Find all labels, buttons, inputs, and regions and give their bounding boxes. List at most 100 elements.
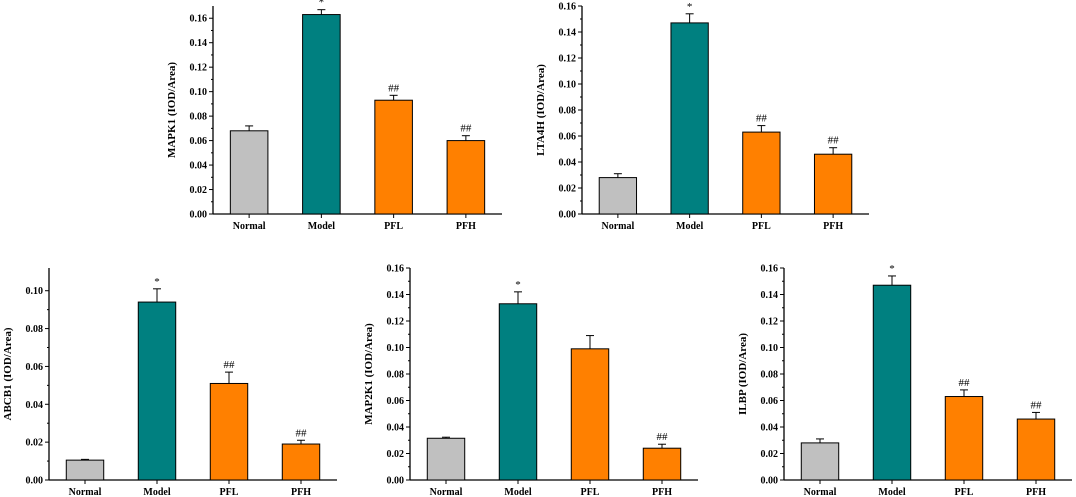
y-axis-label: LTA4H (IOD/Area) [535, 64, 547, 156]
x-tick-label: Model [878, 487, 905, 497]
bar-model [302, 14, 341, 215]
significance-label: * [687, 1, 693, 13]
y-tick-label: 0.08 [761, 370, 779, 381]
x-tick-label: Model [143, 487, 170, 497]
x-tick-label: PFH [291, 487, 311, 497]
bar-pfh [1016, 418, 1056, 481]
significance-label: ## [296, 427, 308, 439]
y-tick-label: 0.08 [387, 370, 405, 381]
y-tick-label: 0.12 [761, 317, 779, 328]
bar-pfl [374, 99, 413, 215]
bar-normal [65, 459, 105, 481]
x-tick-label: Normal [601, 221, 634, 232]
significance-label: * [319, 0, 325, 9]
bar-pfh [813, 153, 853, 215]
y-tick-label: 0.00 [387, 476, 405, 487]
y-tick-label: 0.12 [559, 54, 577, 65]
x-tick-label: PFL [955, 487, 974, 497]
y-tick-label: 0.10 [26, 286, 44, 297]
significance-label: ## [1031, 399, 1043, 411]
significance-label: ## [224, 359, 236, 371]
x-tick-label: Normal [430, 487, 463, 497]
y-tick-label: 0.00 [190, 210, 208, 221]
y-axis-label: MAP2K1 (IOD/Area) [363, 323, 375, 425]
x-tick-label: Normal [804, 487, 837, 497]
bar-pfl [570, 348, 610, 481]
y-tick-label: 0.02 [26, 438, 44, 449]
x-tick-label: Model [676, 221, 703, 232]
y-tick-label: 0.06 [559, 132, 577, 143]
chart-abcb1: 0.00 0.02 0.04 0.06 0.08 0.10 ABCB1 (IOD/Area)… [2, 268, 337, 497]
y-tick-label: 0.16 [190, 14, 208, 25]
y-tick-label: 0.14 [190, 38, 208, 49]
y-tick-label: 0.10 [559, 80, 577, 91]
y-tick-label: 0.08 [190, 112, 208, 123]
chart-ilbp: 0.00 0.02 0.04 0.06 0.08 0.10 0.12 0.14 0.16 ILBP… [737, 263, 1072, 497]
significance-label: ## [460, 123, 472, 135]
y-tick-label: 0.02 [190, 185, 208, 196]
bar-model [498, 303, 538, 481]
y-tick-label: 0.16 [761, 264, 779, 275]
chart-mapk1: 0.00 0.02 0.04 0.06 0.08 0.10 0.12 0.14 0.16 MAPK… [166, 0, 502, 232]
y-tick-label: 0.16 [559, 2, 577, 13]
bar-normal [800, 442, 840, 481]
y-tick-label: 0.02 [559, 184, 577, 195]
x-tick-label: PFH [652, 487, 672, 497]
y-axis-label: ABCB1 (IOD/Area) [2, 327, 14, 420]
y-axis-label: ILBP (IOD/Area) [737, 333, 749, 415]
y-tick-label: 0.06 [761, 396, 779, 407]
significance-label: ## [756, 113, 768, 125]
y-tick-label: 0.04 [26, 400, 44, 411]
bar-normal [426, 437, 466, 481]
y-tick-label: 0.08 [26, 324, 44, 335]
bar-model [872, 284, 912, 481]
y-tick-label: 0.04 [559, 158, 577, 169]
y-tick-label: 0.12 [190, 63, 208, 74]
y-tick-label: 0.04 [190, 161, 208, 172]
y-axis-label: MAPK1 (IOD/Area) [166, 62, 178, 158]
bar-pfl [742, 131, 781, 215]
significance-label: ## [657, 431, 669, 443]
y-tick-label: 0.02 [761, 449, 779, 460]
y-tick-label: 0.06 [26, 362, 44, 373]
chart-map2k1: 0.00 0.02 0.04 0.06 0.08 0.10 0.12 0.14 0.16 MAP2… [363, 264, 698, 497]
x-tick-label: Model [504, 487, 531, 497]
bar-normal [229, 130, 269, 215]
y-tick-label: 0.06 [387, 396, 405, 407]
x-tick-label: PFH [823, 221, 843, 232]
bar-normal [598, 177, 638, 215]
x-tick-label: PFL [220, 487, 239, 497]
x-tick-label: Model [308, 221, 335, 232]
x-tick-label: PFL [581, 487, 600, 497]
chart-lta4h: 0.00 0.02 0.04 0.06 0.08 0.10 0.12 0.14 0.16 LTA4… [535, 1, 869, 232]
y-tick-label: 0.10 [761, 343, 779, 354]
significance-label: ## [828, 135, 840, 147]
bar-pfh [281, 443, 321, 481]
x-tick-label: PFL [752, 221, 771, 232]
y-tick-label: 0.10 [387, 343, 405, 354]
x-tick-label: PFH [456, 221, 476, 232]
y-tick-label: 0.14 [387, 290, 405, 301]
y-tick-label: 0.10 [190, 87, 208, 98]
y-tick-label: 0.08 [559, 106, 577, 117]
y-tick-label: 0.12 [387, 317, 405, 328]
bar-model [670, 22, 709, 215]
y-tick-label: 0.14 [761, 290, 779, 301]
x-tick-label: Normal [233, 221, 266, 232]
y-tick-label: 0.00 [26, 476, 44, 487]
y-tick-label: 0.04 [761, 423, 779, 434]
y-tick-label: 0.14 [559, 28, 577, 39]
x-tick-label: PFH [1026, 487, 1046, 497]
bar-pfl [209, 382, 249, 481]
y-tick-label: 0.02 [387, 449, 405, 460]
x-tick-label: PFL [384, 221, 403, 232]
y-tick-label: 0.00 [559, 210, 577, 221]
x-tick-label: Normal [69, 487, 102, 497]
bar-pfh [642, 447, 682, 481]
significance-label: ## [388, 82, 400, 94]
bar-pfh [446, 140, 486, 215]
significance-label: ## [959, 377, 971, 389]
bar-pfl [944, 396, 984, 481]
y-tick-label: 0.04 [387, 423, 405, 434]
